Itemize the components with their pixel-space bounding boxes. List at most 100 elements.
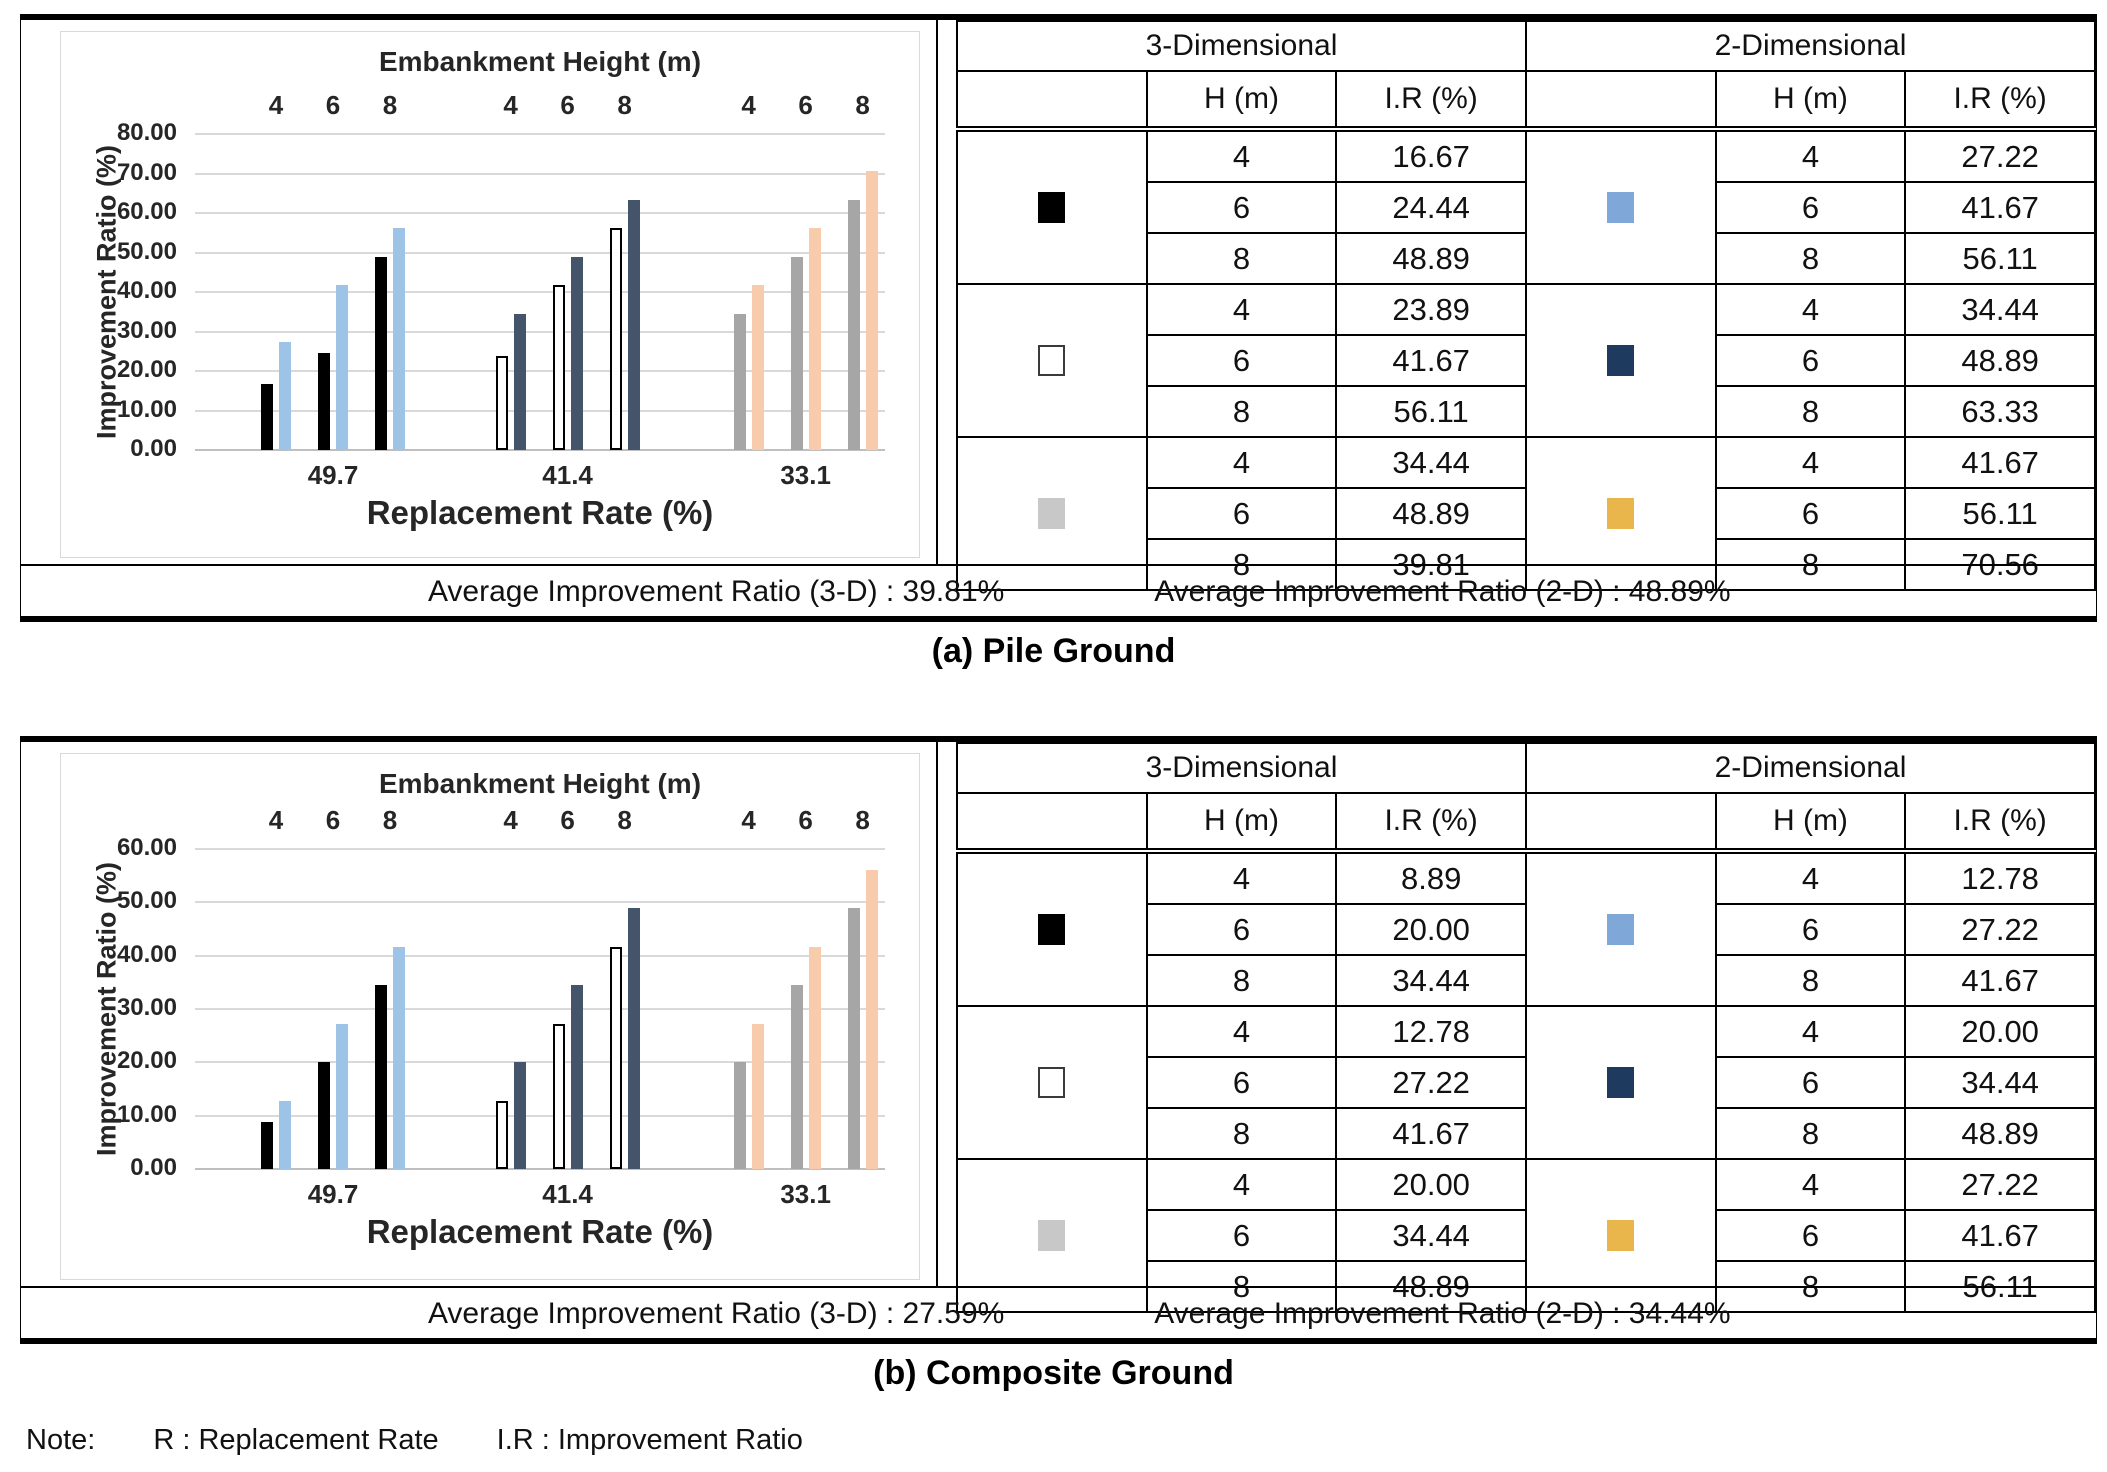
- ir-value-3d: 56.11: [1335, 385, 1527, 438]
- ir-value-3d: 34.44: [1335, 954, 1527, 1007]
- average-improvement-2d: Average Improvement Ratio (2-D) : 34.44%: [1154, 1297, 1731, 1330]
- table-row: 4 16.67 4 27.22: [956, 128, 2096, 285]
- h-value-3d: 4: [1145, 1005, 1338, 1058]
- y-tick-label: 30.00: [116, 316, 177, 344]
- x-category-label: 33.1: [780, 1179, 831, 1209]
- h-value-2d: 6: [1714, 1056, 1907, 1109]
- bar-2d: [336, 1023, 348, 1169]
- h-value-2d: 8: [1714, 954, 1907, 1007]
- ir-value-2d: 41.67: [1904, 954, 2096, 1007]
- average-improvement-3d: Average Improvement Ratio (3-D) : 39.81%: [427, 575, 1005, 608]
- legend-cell-2d: [1524, 128, 1717, 285]
- h-value-2d: 8: [1714, 1107, 1907, 1160]
- h-value-3d: 6: [1145, 181, 1338, 234]
- pile-ground-data-table: 3-Dimensional 2-Dimensional H (m) I.R (%) H …: [956, 20, 2097, 591]
- bar-3d: [790, 985, 803, 1169]
- bar-2d: [279, 342, 291, 450]
- ir-value-2d: 41.67: [1904, 181, 2096, 234]
- legend-cell-2d: [1524, 283, 1717, 438]
- bar-2d: [513, 1062, 526, 1169]
- gray-legend-swatch-icon: [1038, 1220, 1066, 1251]
- bar-2d: [392, 228, 405, 450]
- legend-cell-2d: [1524, 1005, 1717, 1160]
- x-category-label: 33.1: [780, 460, 831, 490]
- bar-2d: [751, 285, 764, 450]
- embankment-height-label: 8: [617, 90, 632, 120]
- white-legend-swatch-icon: [1038, 345, 1066, 376]
- y-tick-label: 10.00: [116, 1100, 177, 1128]
- note-replacement-rate: R : Replacement Rate: [153, 1424, 439, 1456]
- bar-3d: [374, 256, 387, 450]
- h-value-3d: 8: [1145, 232, 1338, 285]
- ir-value-3d: 12.78: [1335, 1005, 1527, 1058]
- h-value-2d: 6: [1714, 903, 1907, 956]
- ir-value-3d: 27.22: [1335, 1056, 1527, 1109]
- h-value-2d: 4: [1714, 128, 1907, 183]
- note-label: Note:: [26, 1424, 96, 1456]
- pile-ground-tables-cell: 3-Dimensional 2-Dimensional H (m) I.R (%) H …: [936, 20, 2097, 591]
- embankment-height-label: 6: [325, 805, 341, 835]
- ir-value-2d: 56.11: [1904, 487, 2096, 540]
- pile-ground-bar-chart: Embankment Height (m) Improvement Ratio (…: [60, 31, 920, 558]
- legend-cell-2d: [1524, 850, 1717, 1007]
- gridline: [195, 1168, 885, 1170]
- ir-value-2d: 27.22: [1904, 1158, 2096, 1211]
- y-tick-label: 20.00: [116, 356, 177, 383]
- x-category-label: 49.7: [307, 460, 359, 490]
- header-2-dimensional: 2-Dimensional: [1524, 20, 2097, 72]
- ir-value-3d: 41.67: [1335, 334, 1527, 387]
- lightblue-legend-swatch-icon: [1607, 914, 1635, 945]
- ir-value-2d: 34.44: [1904, 1056, 2096, 1109]
- h-value-2d: 4: [1714, 850, 1907, 905]
- embankment-height-label: 6: [560, 805, 575, 835]
- gridline: [195, 291, 885, 293]
- bar-3d: [495, 355, 508, 450]
- y-tick-label: 60.00: [116, 834, 177, 861]
- y-tick-label: 40.00: [116, 277, 177, 304]
- bar-2d: [279, 1100, 291, 1169]
- pile-ground-block: Embankment Height (m) Improvement Ratio (…: [20, 14, 2097, 622]
- h-value-3d: 4: [1145, 436, 1338, 489]
- white-legend-swatch-icon: [1038, 1067, 1066, 1098]
- h-value-3d: 6: [1145, 1056, 1338, 1109]
- bar-2d: [570, 256, 583, 450]
- bar-2d: [570, 985, 583, 1169]
- embankment-height-label: 8: [382, 90, 398, 120]
- bar-3d: [261, 1121, 273, 1169]
- average-improvement-3d: Average Improvement Ratio (3-D) : 27.59%: [427, 1297, 1005, 1330]
- bar-2d: [627, 199, 640, 450]
- bar-2d: [392, 946, 405, 1169]
- legend-cell-3d: [956, 850, 1148, 1007]
- ir-value-3d: 48.89: [1335, 487, 1527, 540]
- black-legend-swatch-icon: [1038, 192, 1066, 223]
- ir-value-3d: 23.89: [1335, 283, 1527, 336]
- ir-value-2d: 34.44: [1904, 283, 2096, 336]
- ir-value-2d: 27.22: [1904, 903, 2096, 956]
- composite-ground-chart-cell: Embankment Height (m) Improvement Ratio (…: [21, 742, 936, 1286]
- y-tick-label: 60.00: [116, 198, 177, 225]
- column-header-ir: I.R (%): [1335, 70, 1527, 132]
- h-value-3d: 4: [1145, 283, 1338, 336]
- embankment-height-label: 4: [268, 90, 284, 120]
- chart-title: Embankment Height (m): [378, 768, 702, 799]
- gold-legend-swatch-icon: [1607, 498, 1635, 529]
- table-row: 4 8.89 4 12.78: [956, 850, 2096, 1007]
- table-row: 6 20.00 6 27.22: [957, 903, 2096, 956]
- embankment-height-label: 4: [741, 90, 756, 120]
- table-row: 4 34.44 4 41.67: [956, 436, 2096, 591]
- h-value-2d: 8: [1714, 232, 1907, 285]
- h-value-3d: 6: [1145, 903, 1338, 956]
- table-row: 4 12.78 4 20.00: [956, 1005, 2096, 1160]
- gold-legend-swatch-icon: [1607, 1220, 1635, 1251]
- h-value-2d: 6: [1714, 487, 1907, 540]
- bar-3d: [609, 228, 622, 450]
- h-value-3d: 4: [1145, 1158, 1338, 1211]
- bar-3d: [790, 256, 803, 450]
- gridline: [195, 901, 885, 904]
- composite-ground-data-table: 3-Dimensional 2-Dimensional H (m) I.R (%) H …: [956, 742, 2097, 1313]
- gridline: [195, 1114, 885, 1117]
- bar-2d: [513, 313, 526, 450]
- ir-value-2d: 48.89: [1904, 334, 2096, 387]
- h-value-2d: 6: [1714, 1209, 1907, 1262]
- h-value-2d: 4: [1714, 1005, 1907, 1058]
